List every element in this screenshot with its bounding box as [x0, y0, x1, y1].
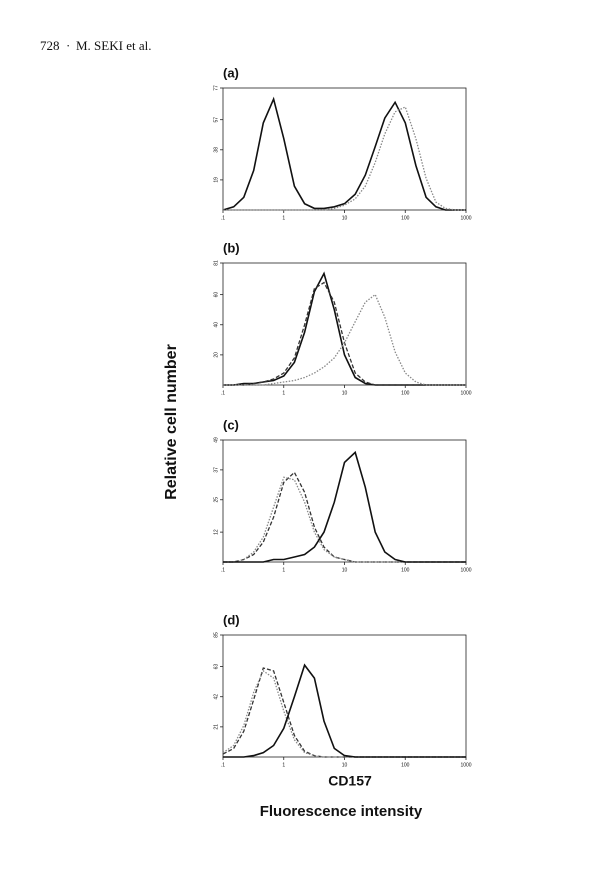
- histogram-curve: [223, 471, 466, 563]
- x-tick-label: 100: [401, 567, 410, 573]
- histogram-curve: [223, 271, 466, 386]
- x-tick-label: 1000: [460, 762, 471, 768]
- marker-label: CD157: [328, 773, 372, 789]
- x-tick-label: 10: [342, 390, 348, 396]
- separator: ·: [66, 38, 70, 53]
- y-tick-label: 63: [213, 664, 219, 670]
- y-tick-label: 25: [213, 497, 219, 503]
- histogram-curve: [223, 293, 466, 386]
- y-tick-label: 21: [213, 724, 219, 730]
- y-tick-label: 57: [213, 117, 219, 123]
- histogram-curve: [223, 281, 466, 386]
- y-tick-label: 40: [213, 322, 219, 328]
- x-tick-label: 100: [401, 390, 410, 396]
- histogram-curve: [222, 667, 466, 758]
- x-tick-label: .1: [221, 390, 225, 396]
- y-tick-label: 60: [213, 292, 219, 298]
- x-tick-label: 100: [401, 215, 410, 221]
- x-tick-label: 10: [342, 215, 348, 221]
- histogram-curve: [223, 476, 466, 563]
- y-tick-label: 38: [213, 147, 219, 153]
- x-axis-label: Fluorescence intensity: [260, 803, 423, 820]
- x-tick-label: 10: [342, 762, 348, 768]
- plot-frame: [222, 262, 467, 386]
- x-tick-label: 100: [401, 762, 410, 768]
- y-axis-label: Relative cell number: [163, 344, 180, 500]
- histogram-curve: [222, 669, 466, 758]
- x-tick-label: 1: [282, 567, 285, 573]
- panel-label: (b): [223, 240, 240, 255]
- x-tick-label: 1000: [460, 567, 471, 573]
- x-tick-label: 1: [282, 215, 285, 221]
- y-tick-label: 19: [213, 177, 219, 183]
- x-tick-label: 1000: [460, 390, 471, 396]
- y-tick-label: 37: [213, 467, 219, 473]
- x-tick-label: 1000: [460, 215, 471, 221]
- plot-frame: [222, 439, 467, 563]
- y-tick-label: 12: [213, 529, 219, 535]
- x-tick-label: .1: [221, 762, 225, 768]
- plot-frame: [222, 634, 467, 758]
- panel-label: (d): [223, 612, 240, 627]
- y-tick-label: 20: [213, 352, 219, 358]
- histogram-curve: [222, 96, 466, 211]
- x-tick-label: .1: [221, 567, 225, 573]
- histogram-curve: [223, 663, 466, 758]
- x-tick-label: 1: [282, 390, 285, 396]
- histogram-curve: [223, 106, 466, 211]
- plot-frame: [222, 87, 467, 211]
- running-head: M. SEKI et al.: [76, 38, 151, 53]
- y-tick-label: 85: [213, 632, 219, 638]
- panel-label: (c): [223, 417, 239, 432]
- panel-label: (a): [223, 65, 239, 80]
- x-tick-label: 1: [282, 762, 285, 768]
- x-tick-label: 10: [342, 567, 348, 573]
- y-tick-label: 81: [213, 260, 219, 266]
- histogram-curve: [223, 450, 466, 563]
- y-tick-label: 49: [213, 437, 219, 443]
- page-number: 728: [40, 38, 60, 53]
- x-tick-label: .1: [221, 215, 225, 221]
- y-tick-label: 77: [213, 85, 219, 91]
- y-tick-label: 42: [213, 694, 219, 700]
